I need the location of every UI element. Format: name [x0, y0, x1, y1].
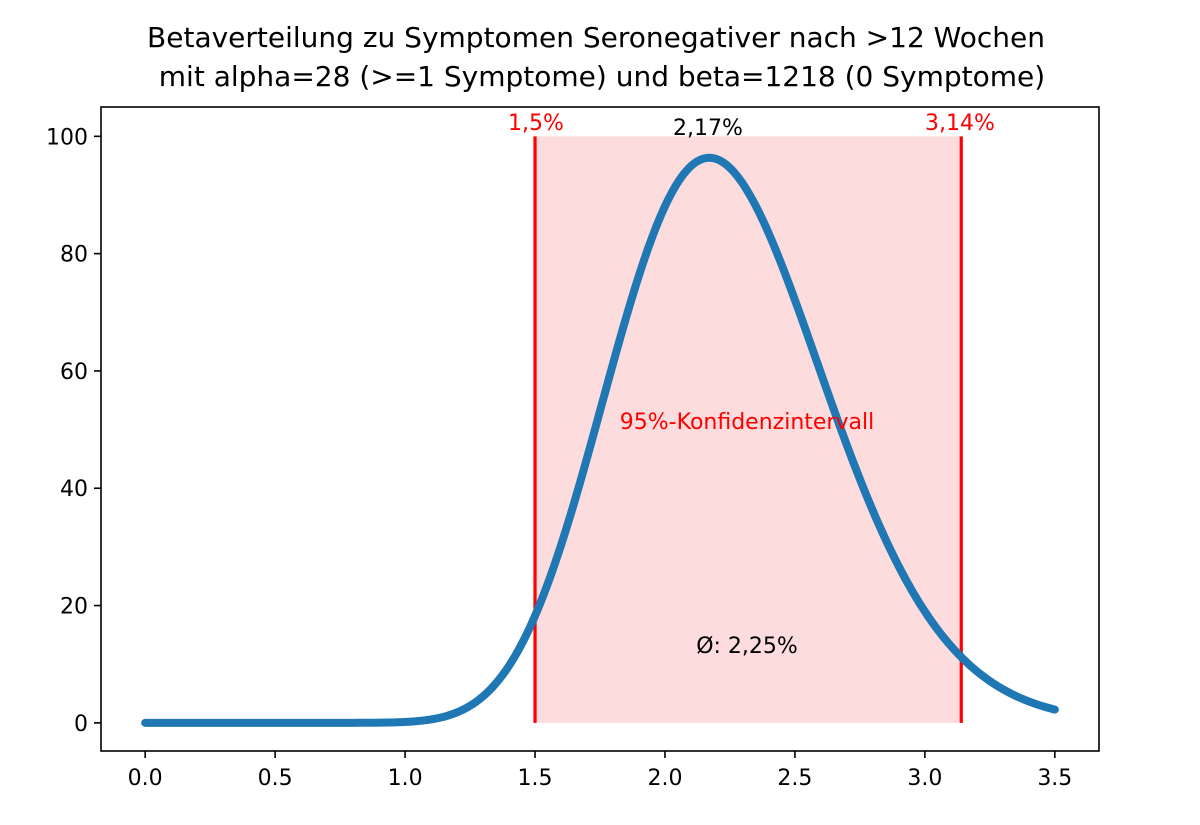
- density-curve: [141, 153, 1059, 727]
- x-tick-label: 3.0: [907, 766, 942, 791]
- chart-title-line2: mit alpha=28 (>=1 Symptome) und beta=121…: [159, 60, 1045, 93]
- y-tick-label: 20: [60, 595, 88, 620]
- mean-label: Ø: 2,25%: [696, 634, 798, 659]
- mode-label: 2,17%: [673, 116, 743, 141]
- y-tick-label: 100: [46, 125, 88, 150]
- x-tick-label: 1.5: [518, 766, 553, 791]
- x-tick-label: 2.5: [777, 766, 812, 791]
- x-tick-label: 2.0: [647, 766, 682, 791]
- interval-high-label: 3,14%: [925, 111, 995, 136]
- y-tick-label: 80: [60, 243, 88, 268]
- y-tick-label: 40: [60, 477, 88, 502]
- y-tick-label: 60: [60, 360, 88, 385]
- x-tick-label: 0.5: [258, 766, 293, 791]
- x-tick-label: 3.5: [1037, 766, 1072, 791]
- plot-area: 0.0 0.5 1.0 1.5 2.0 2.5 3.0 3.5 0 20 40 60 80 100: [46, 106, 1100, 791]
- chart-title-line1: Betaverteilung zu Symptomen Seronegative…: [147, 21, 1045, 54]
- interval-low-label: 1,5%: [508, 111, 564, 136]
- confidence-interval-label: 95%-Konfidenzintervall: [620, 410, 874, 435]
- x-tick-label: 1.0: [388, 766, 423, 791]
- confidence-interval-band: [535, 136, 962, 723]
- axes-frame: [100, 106, 1100, 752]
- y-tick-label: 0: [74, 712, 88, 737]
- x-tick-label: 0.0: [128, 766, 163, 791]
